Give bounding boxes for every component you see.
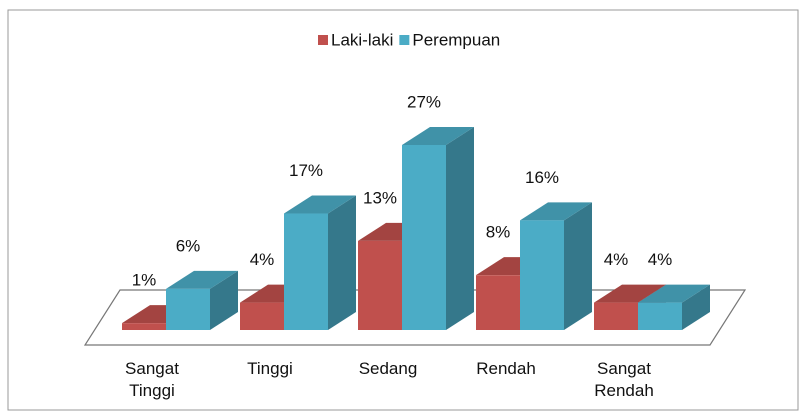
x-tick-label: Sangat Rendah: [594, 359, 654, 400]
data-label: 27%: [407, 92, 441, 111]
data-label: 4%: [604, 250, 629, 269]
data-label: 13%: [363, 188, 397, 207]
bar-top: [402, 127, 474, 145]
x-tick-label: Rendah: [476, 359, 536, 378]
bar: [166, 270, 238, 330]
bar-top: [638, 284, 710, 303]
bar-front: [122, 323, 166, 330]
bar-front: [520, 220, 564, 330]
bar-front: [240, 302, 284, 330]
bar: [284, 195, 356, 330]
bar-side: [446, 127, 474, 330]
bar-front: [402, 145, 446, 330]
legend-label: Laki-laki: [331, 30, 393, 49]
bar-side: [564, 202, 592, 330]
x-tick-label: Sangat Tinggi: [125, 359, 179, 400]
data-label: 8%: [486, 223, 511, 242]
bar-top: [284, 195, 356, 214]
x-tick-label: Tinggi: [247, 359, 293, 378]
bar-front: [594, 302, 638, 330]
legend-label: Perempuan: [412, 30, 500, 49]
data-label: 4%: [250, 250, 275, 269]
bar-side: [328, 195, 356, 330]
bar-front: [166, 288, 210, 330]
bar: [402, 127, 474, 330]
bar-front: [358, 240, 402, 330]
x-tick-label: Sedang: [358, 359, 418, 378]
data-label: 1%: [132, 271, 157, 290]
data-label: 16%: [525, 168, 559, 187]
bar-front: [284, 213, 328, 330]
bar: [520, 202, 592, 330]
bar: [638, 284, 710, 330]
data-label: 6%: [176, 236, 201, 255]
legend-swatch: [318, 35, 328, 45]
bar-side: [682, 284, 710, 330]
data-label: 17%: [289, 161, 323, 180]
legend-swatch: [399, 35, 410, 45]
bar-top: [166, 270, 238, 289]
data-label: 4%: [648, 250, 673, 269]
bar-top: [520, 202, 592, 221]
bar-front: [476, 275, 520, 330]
bar-top: [594, 284, 666, 303]
bar-side: [210, 270, 238, 330]
bar-front: [638, 302, 682, 330]
